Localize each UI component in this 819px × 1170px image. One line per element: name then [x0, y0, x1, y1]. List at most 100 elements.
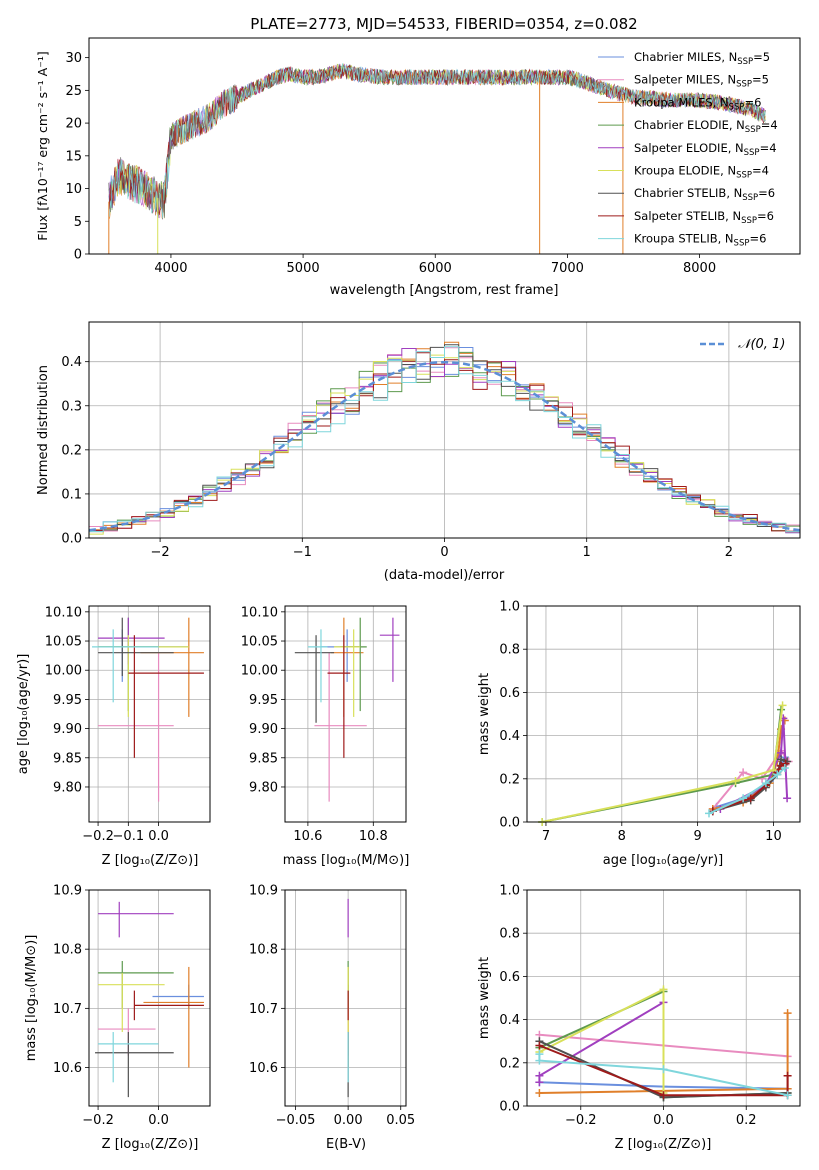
weight-marker: [705, 809, 713, 818]
residuals-xlabel: (data-model)/error: [384, 568, 505, 583]
y-tick-label: 0.4: [61, 355, 82, 370]
y-tick-label: 30: [65, 51, 82, 66]
y-tick-label: 9.85: [249, 751, 278, 766]
x-tick-label: 9: [693, 829, 701, 844]
mass-vs-z-plot: [95, 901, 204, 1098]
weight-marker: [731, 776, 740, 785]
weight-vs-age-xlabel: age [log₁₀(age/yr)]: [603, 853, 724, 868]
y-tick-label: 0.6: [499, 686, 520, 701]
weight-marker: [535, 1089, 544, 1098]
x-tick-label: 2: [725, 545, 733, 560]
weight-marker: [659, 1091, 668, 1100]
x-tick-label: 7000: [551, 261, 584, 276]
weight-series: [535, 998, 668, 1087]
spectrum-ticks: 4000 5000 6000 7000 8000 0 5 10 15 20 25 30: [65, 51, 716, 276]
mass-vs-ebv-frame: [284, 889, 407, 1107]
errorbar-point: [95, 1032, 174, 1098]
weight-marker: [659, 1065, 668, 1074]
legend-label: Chabrier MILES, NSSP=5: [634, 50, 770, 67]
x-tick-label: 8000: [683, 261, 716, 276]
weight-marker: [739, 794, 748, 803]
y-tick-label: 9.85: [53, 751, 82, 766]
weight-series: [705, 764, 789, 818]
mass-vs-ebv-grid: [285, 889, 406, 1106]
y-tick-label: 10.9: [53, 884, 82, 899]
errorbar-point: [143, 966, 204, 1068]
residuals-ylabel: Normed distribution: [36, 365, 51, 495]
weight-vs-z-xlabel: Z [log₁₀(Z/Z⊙)]: [615, 1137, 712, 1152]
weight-series: [538, 705, 786, 826]
age-vs-mass-grid: [285, 606, 406, 822]
y-tick-label: 1.0: [499, 600, 520, 615]
legend-label: Kroupa STELIB, NSSP=6: [634, 232, 766, 249]
y-tick-label: 9.90: [249, 722, 278, 737]
age-vs-mass-panel: 10.6 10.89.809.859.909.9510.0010.0510.10 …: [241, 605, 409, 868]
y-tick-label: 0.0: [499, 816, 520, 831]
spectrum-ylabel: Flux [fλ10⁻¹⁷ erg cm⁻² s⁻¹ A⁻¹]: [35, 51, 50, 240]
y-tick-label: 1.0: [499, 884, 520, 899]
gaussian-legend-label: 𝒩(0, 1): [738, 337, 785, 352]
figure-title: PLATE=2773, MJD=54533, FIBERID=0354, z=0…: [250, 15, 637, 33]
x-tick-label: 0.2: [736, 1113, 757, 1128]
x-tick-label: 0.00: [334, 1113, 363, 1128]
x-tick-label: 10.6: [293, 829, 322, 844]
weight-line: [542, 709, 782, 823]
mass-vs-ebv-xlabel: E(B-V): [326, 1137, 366, 1152]
x-tick-label: 0.0: [653, 1113, 674, 1128]
x-tick-label: 7: [542, 829, 550, 844]
weight-vs-z-plot: [535, 985, 792, 1102]
mass-vs-z-ticks: −0.2 0.0 10.6 10.7 10.8 10.9: [53, 884, 169, 1129]
errorbar-point: [98, 901, 174, 938]
errorbar-point: [307, 629, 328, 703]
y-tick-label: 0.4: [499, 729, 520, 744]
weight-series: [538, 701, 787, 826]
x-tick-label: −1: [293, 545, 312, 560]
weight-marker: [783, 1009, 792, 1018]
x-tick-label: 5000: [287, 261, 320, 276]
y-tick-label: 10.05: [45, 635, 82, 650]
gaussian-curve: [88, 360, 801, 532]
age-vs-z-plot: [92, 617, 204, 802]
weight-series: [535, 1050, 792, 1100]
x-tick-label: 1: [583, 545, 591, 560]
x-tick-label: −0.1: [113, 829, 145, 844]
spectrum-frame: [88, 37, 801, 255]
x-tick-label: 8: [618, 829, 626, 844]
y-tick-label: 10.10: [45, 605, 82, 620]
spectrum-legend: Chabrier MILES, NSSP=5 Salpeter MILES, NS…: [598, 50, 778, 249]
residual-histogram: [89, 344, 800, 533]
weight-vs-z-ticks: −0.2 0.0 0.2 0.0 0.2 0.4 0.6 0.8 1.0: [499, 884, 756, 1129]
y-tick-label: 0.8: [499, 927, 520, 942]
y-tick-label: 10.00: [241, 664, 278, 679]
errorbar-point: [98, 972, 165, 1033]
y-tick-label: 0.6: [499, 970, 520, 985]
x-tick-label: 0.05: [386, 1113, 415, 1128]
spectrum-xlabel: wavelength [Angstrom, rest frame]: [330, 283, 559, 298]
residuals-legend: 𝒩(0, 1): [700, 337, 785, 352]
errorbar-point: [98, 629, 189, 682]
errorbar-point: [128, 635, 204, 758]
mass-vs-z-grid: [89, 889, 210, 1106]
y-tick-label: 10.00: [45, 664, 82, 679]
spectrum-panel: 4000 5000 6000 7000 8000 0 5 10 15 20 25 30 Chabrie…: [35, 37, 801, 298]
weight-vs-age-frame: [526, 605, 801, 823]
residuals-plot: [88, 341, 801, 535]
x-tick-label: 0.0: [148, 829, 169, 844]
spectrum-plot: [108, 63, 766, 254]
errorbar-point: [98, 652, 174, 802]
y-tick-label: 9.90: [53, 722, 82, 737]
age-vs-z-ticks: −0.2−0.1 0.0 9.80 9.85 9.90 9.95 10.00 10.05 10.…: [45, 605, 169, 844]
errorbar-point: [379, 617, 400, 682]
legend-label: Chabrier ELODIE, NSSP=4: [634, 118, 778, 135]
weight-vs-age-ylabel: mass weight: [477, 673, 492, 755]
legend-label: Salpeter STELIB, NSSP=6: [634, 209, 774, 226]
errorbar-point: [320, 629, 361, 682]
y-tick-label: 9.95: [53, 693, 82, 708]
y-tick-label: 9.80: [249, 780, 278, 795]
age-vs-z-ylabel: age [log₁₀(age/yr)]: [16, 654, 31, 775]
age-vs-z-frame: [88, 605, 211, 823]
weight-line: [541, 705, 784, 823]
y-tick-label: 0.0: [61, 532, 82, 547]
weight-vs-age-plot: [538, 701, 793, 826]
y-tick-label: 0.2: [61, 443, 82, 458]
